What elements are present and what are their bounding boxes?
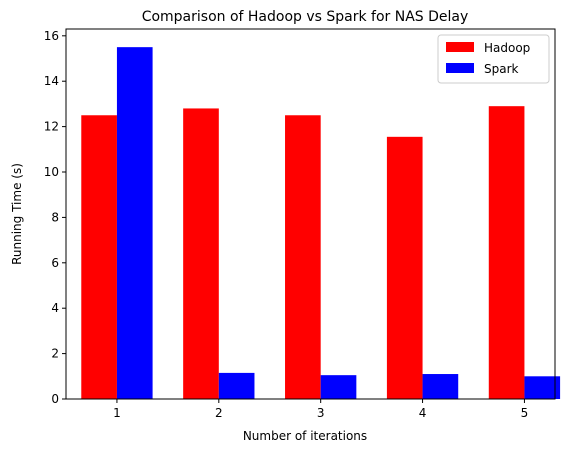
x-axis-ticks: 1 2 3 4 5 bbox=[113, 399, 528, 420]
y-axis-ticks: 0 2 4 6 8 10 12 14 16 bbox=[44, 29, 66, 406]
legend-swatch-spark bbox=[446, 63, 474, 73]
bar-hadoop-2 bbox=[183, 108, 219, 400]
x-tick-label: 3 bbox=[317, 406, 325, 420]
legend-swatch-hadoop bbox=[446, 42, 474, 52]
y-axis-label: Running Time (s) bbox=[10, 163, 24, 265]
bar-spark-4 bbox=[422, 374, 459, 399]
x-tick-label: 4 bbox=[419, 406, 427, 420]
y-tick-label: 12 bbox=[44, 120, 59, 134]
x-tick-label: 5 bbox=[521, 406, 529, 420]
y-tick-label: 2 bbox=[51, 347, 59, 361]
y-tick-label: 16 bbox=[44, 29, 59, 43]
y-tick-label: 8 bbox=[51, 210, 59, 224]
bar-spark-1 bbox=[116, 47, 153, 399]
legend-label-hadoop: Hadoop bbox=[484, 41, 530, 55]
bars-group bbox=[81, 47, 561, 400]
bar-spark-5 bbox=[524, 376, 561, 399]
bar-hadoop-1 bbox=[81, 115, 117, 400]
x-axis-label: Number of iterations bbox=[243, 429, 367, 443]
bar-hadoop-4 bbox=[386, 136, 423, 399]
y-tick-label: 4 bbox=[51, 301, 59, 315]
x-tick-label: 1 bbox=[113, 406, 121, 420]
chart-title: Comparison of Hadoop vs Spark for NAS De… bbox=[142, 9, 469, 25]
legend: Hadoop Spark bbox=[437, 34, 550, 84]
y-tick-label: 6 bbox=[51, 256, 59, 270]
bar-hadoop-5 bbox=[488, 106, 525, 399]
bar-spark-2 bbox=[218, 372, 255, 399]
bar-hadoop-3 bbox=[285, 115, 321, 400]
legend-label-spark: Spark bbox=[484, 62, 519, 76]
x-tick-label: 2 bbox=[215, 406, 223, 420]
y-tick-label: 10 bbox=[44, 165, 59, 179]
plot-frame bbox=[65, 28, 556, 400]
y-tick-label: 0 bbox=[51, 392, 59, 406]
y-tick-label: 14 bbox=[44, 74, 59, 88]
bar-spark-3 bbox=[320, 375, 357, 399]
